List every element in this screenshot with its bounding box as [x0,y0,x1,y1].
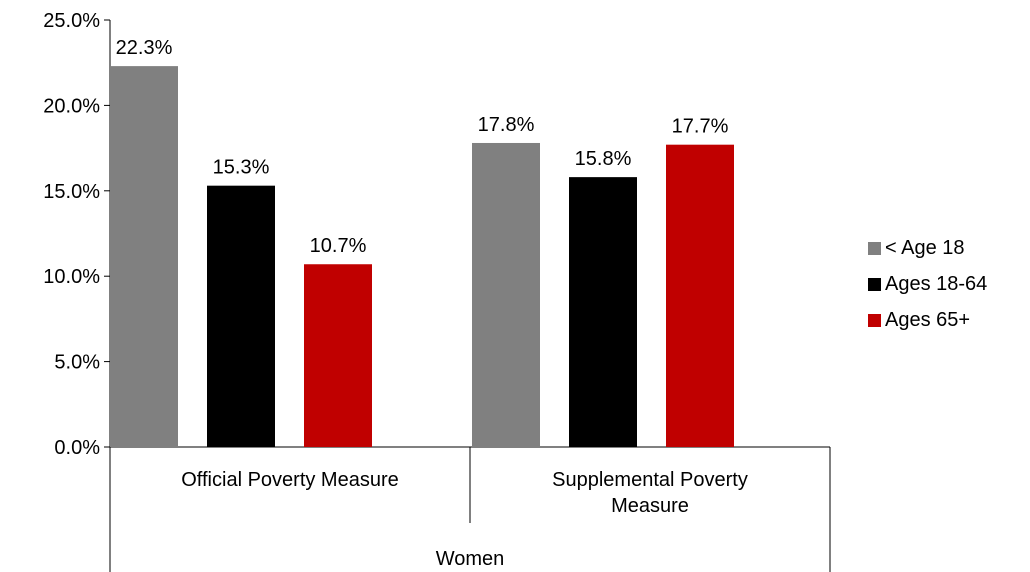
y-tick-label: 5.0% [54,352,100,374]
y-tick-label: 15.0% [43,181,100,203]
y-tick-label: 10.0% [43,266,100,288]
bar [110,66,178,447]
data-label: 10.7% [310,235,367,257]
category-label: Supplemental Poverty [552,469,748,491]
category-label: Measure [611,495,689,517]
legend-swatch-65-plus [868,313,881,327]
category-label: Official Poverty Measure [181,469,399,491]
bar [304,264,372,447]
bar [666,144,734,447]
y-tick-label: 20.0% [43,95,100,117]
legend-item-under-18: < Age 18 [868,230,987,266]
legend-item-65-plus: Ages 65+ [868,302,987,338]
legend-label-65-plus: Ages 65+ [885,308,971,331]
legend-swatch-under-18 [868,241,881,255]
legend-item-18-64: Ages 18-64 [868,266,987,302]
y-tick-label: 0.0% [54,437,100,459]
group-label: Women [436,548,505,570]
legend: < Age 18 Ages 18-64 Ages 65+ [868,230,987,338]
data-label: 17.7% [672,116,729,138]
y-tick-label: 25.0% [43,10,100,32]
data-label: 15.3% [213,157,270,179]
bar [569,177,637,448]
legend-swatch-18-64 [868,277,881,291]
bar [207,185,275,447]
legend-label-18-64: Ages 18-64 [885,272,988,295]
legend-label-under-18: < Age 18 [885,236,965,259]
data-label: 15.8% [575,148,632,170]
bar [472,142,540,447]
data-label: 22.3% [116,37,173,59]
data-label: 17.8% [478,114,535,136]
